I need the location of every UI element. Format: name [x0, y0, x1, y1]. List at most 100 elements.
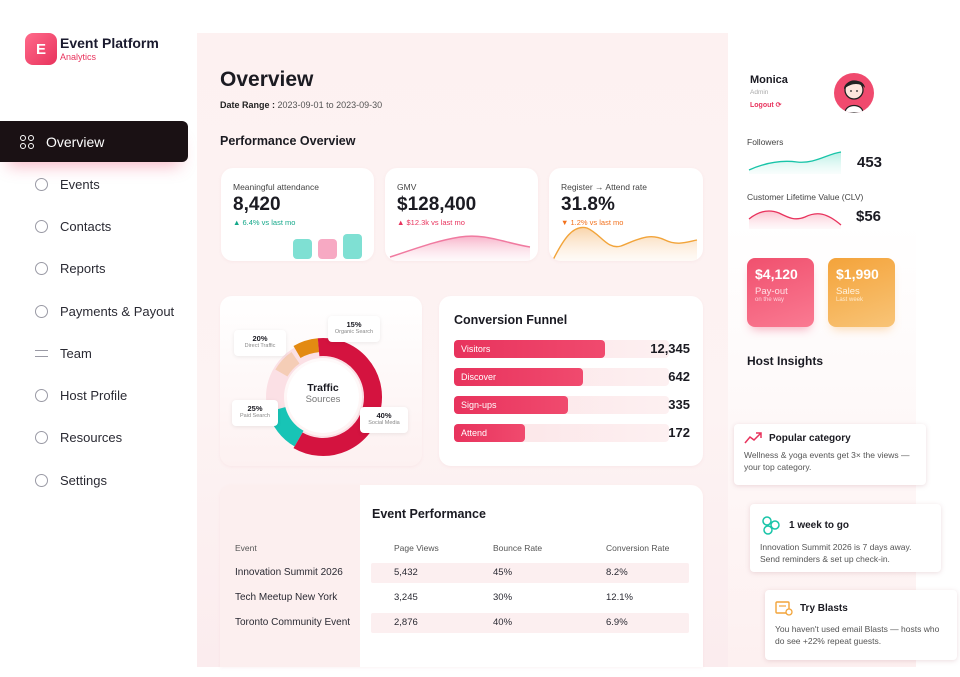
sidebar-item-label: Reports: [60, 261, 106, 277]
contacts-icon: [35, 219, 48, 233]
payment-icon: [35, 304, 48, 318]
sidebar-item-label: Settings: [60, 472, 107, 488]
gmv-sparkline: [389, 235, 531, 261]
payout-label: Pay-out: [755, 286, 788, 297]
kpi-value: 8,420: [233, 194, 281, 215]
table-row[interactable]: Innovation Summit 2026 5,432 45% 8.2%: [220, 563, 690, 583]
insight-body: Innovation Summit 2026 is 7 days away. S…: [760, 542, 912, 565]
page-title: Overview: [220, 68, 314, 91]
clv-label: Customer Lifetime Value (CLV): [747, 192, 864, 202]
event-name: Innovation Summit 2026: [235, 567, 343, 578]
avatar[interactable]: [834, 73, 874, 113]
traffic-label-organic: 15% Organic Search: [328, 316, 380, 342]
sidebar-item-label: Host Profile: [60, 388, 128, 404]
insight-card-blasts[interactable]: Try Blasts You haven't used email Blasts…: [765, 590, 957, 660]
donut-segment-direct-traffic[interactable]: [275, 351, 300, 377]
traffic-center-subtitle: Sources: [305, 394, 341, 405]
kpi-card-gmv[interactable]: GMV $128,400 ▲ $12.3k vs last mo: [385, 168, 538, 261]
settings-icon: [35, 473, 48, 487]
funnel-value: 12,345: [650, 341, 690, 356]
traffic-label-text: Organic Search: [334, 329, 374, 335]
followers-label: Followers: [747, 137, 784, 147]
funnel-row[interactable]: Sign-ups 335: [454, 396, 690, 414]
traffic-sources-card[interactable]: Traffic Sources 20% Direct Traffic 15% O…: [220, 296, 422, 466]
traffic-center-title: Traffic: [307, 382, 339, 394]
traffic-label-pct: 25%: [247, 404, 263, 413]
sidebar-item-host-profile[interactable]: Host Profile: [0, 374, 188, 416]
sidebar-item-overview[interactable]: Overview: [0, 121, 188, 162]
funnel-bar: Attend: [454, 424, 525, 442]
funnel-value: 335: [668, 397, 690, 412]
insight-body: You haven't used email Blasts — hosts wh…: [775, 624, 940, 647]
calendar-icon: [35, 177, 48, 191]
payout-card[interactable]: $4,120 Pay-out on the way: [747, 258, 814, 327]
followers-value: 453: [857, 154, 883, 171]
kpi-value: $128,400: [397, 194, 477, 215]
insight-body: Wellness & yoga events get 3× the views …: [744, 450, 910, 473]
kpi-delta: ▲ $12.3k vs last mo: [397, 218, 465, 227]
funnel-row[interactable]: Visitors 12,345: [454, 340, 690, 358]
sidebar-item-payments[interactable]: Payments & Payout: [0, 290, 188, 332]
network-icon: [762, 516, 780, 535]
profile-icon: [35, 389, 48, 403]
sidebar-item-reports[interactable]: Reports: [0, 248, 188, 290]
host-insights-title: Host Insights: [747, 354, 824, 368]
resources-icon: [35, 431, 48, 445]
sales-label: Sales: [836, 286, 860, 297]
kpi-label: Register → Attend rate: [561, 182, 647, 192]
sidebar-item-resources[interactable]: Resources: [0, 417, 188, 459]
conversion-rate: 6.9%: [606, 617, 628, 628]
user-role: Admin: [750, 89, 769, 96]
column-header: Page Views: [394, 543, 439, 553]
logo[interactable]: E: [25, 33, 57, 65]
mini-bar: [343, 234, 362, 259]
insight-title: 1 week to go: [789, 519, 850, 531]
insight-card-popular[interactable]: Popular category Wellness & yoga events …: [734, 424, 926, 485]
traffic-label-text: Paid Search: [240, 413, 270, 419]
conversion-funnel-card[interactable]: Conversion Funnel Visitors 12,345 Discover…: [439, 296, 703, 466]
arrows-icon: [35, 349, 48, 357]
grid-icon: [20, 134, 34, 149]
date-range-label: Date Range :: [220, 100, 276, 110]
column-header: Conversion Rate: [606, 543, 670, 553]
sales-sub: Last week: [836, 297, 864, 303]
traffic-label-social: 40% Social Media: [360, 407, 408, 433]
funnel-bar: Discover: [454, 368, 583, 386]
brand-name: Event Platform: [60, 35, 159, 51]
column-header: Bounce Rate: [493, 543, 543, 553]
page-views: 2,876: [394, 617, 418, 628]
bounce-rate: 45%: [493, 567, 513, 578]
sidebar-item-settings[interactable]: Settings: [0, 459, 188, 501]
followers-sparkline: [748, 151, 842, 174]
sales-card[interactable]: $1,990 Sales Last week: [828, 258, 895, 327]
funnel-row[interactable]: Attend 172: [454, 424, 690, 442]
page-views: 3,245: [394, 592, 418, 603]
table-row[interactable]: Toronto Community Event 2,876 40% 6.9%: [220, 613, 690, 633]
event-performance-card: Event Performance Event Page Views Bounc…: [220, 485, 703, 667]
sidebar-nav: Overview Events Contacts Reports Payment…: [0, 121, 188, 501]
funnel-bar: Visitors: [454, 340, 605, 358]
funnel-row[interactable]: Discover 642: [454, 368, 690, 386]
event-name: Tech Meetup New York: [235, 592, 338, 603]
conversion-rate: 8.2%: [606, 567, 628, 578]
insight-card-one-week[interactable]: 1 week to go Innovation Summit 2026 is 7…: [750, 504, 941, 572]
users-icon: [35, 262, 48, 276]
kpi-card-attendance[interactable]: Meaningful attendance 8,420 ▲ 6.4% vs la…: [221, 168, 374, 261]
column-header: Event: [235, 543, 257, 553]
kpi-label: GMV: [397, 182, 417, 192]
logout-link[interactable]: Logout ⟳: [750, 102, 782, 109]
sidebar-item-team[interactable]: Team: [0, 332, 188, 374]
attend-rate-sparkline: [552, 226, 698, 261]
payout-value: $4,120: [755, 266, 798, 282]
traffic-label-paid: 25% Paid Search: [232, 400, 278, 426]
donut-segment-organic-search[interactable]: [293, 338, 320, 359]
sidebar-item-label: Events: [60, 176, 100, 192]
date-range[interactable]: Date Range : 2023-09-01 to 2023-09-30: [220, 100, 382, 110]
funnel-bar: Sign-ups: [454, 396, 568, 414]
kpi-card-attend-rate[interactable]: Register → Attend rate 31.8% ▼ 1.2% vs l…: [549, 168, 703, 261]
bounce-rate: 30%: [493, 592, 513, 603]
table-row[interactable]: Tech Meetup New York 3,245 30% 12.1%: [220, 588, 690, 608]
sidebar-item-contacts[interactable]: Contacts: [0, 205, 188, 247]
sidebar-item-events[interactable]: Events: [0, 163, 188, 205]
page-views: 5,432: [394, 567, 418, 578]
